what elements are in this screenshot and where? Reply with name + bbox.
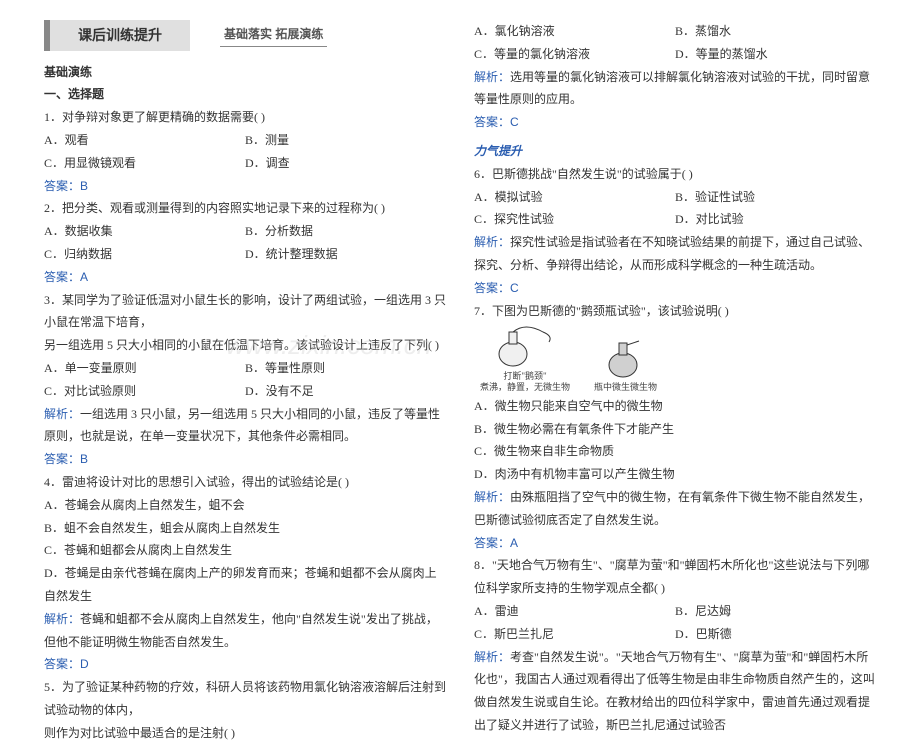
q6-b: B．验证性试验 bbox=[675, 186, 876, 209]
q8-a: A．雷迪 bbox=[474, 600, 675, 623]
q1-stem: 1．对争辩对象更了解更精确的数据需要( ) bbox=[44, 106, 446, 129]
q3-b: B．等量性原则 bbox=[245, 357, 446, 380]
flask1-mid: 打断"鹅颈" bbox=[480, 371, 570, 382]
q3-stem2-wrap: 另一组选用 5 只大小相同的小鼠在低温下培育。该试验设计上违反了下列( ) ww… bbox=[44, 334, 446, 357]
q2-c: C．归纳数据 bbox=[44, 243, 245, 266]
q2-a: A．数据收集 bbox=[44, 220, 245, 243]
flask-left: 打断"鹅颈" 煮沸，静置，无微生物 bbox=[480, 326, 570, 392]
q7-a: A．微生物只能来自空气中的微生物 bbox=[474, 395, 876, 418]
q6-d: D．对比试验 bbox=[675, 208, 876, 231]
q6-c: C．探究性试验 bbox=[474, 208, 675, 231]
q5-stem2: 则作为对比试验中最适合的是注射( ) bbox=[44, 722, 446, 745]
q8-stem: 8．"天地合气万物有生"、"腐草为萤"和"蝉固朽木所化也"这些说法与下列哪位科学… bbox=[474, 554, 876, 600]
q8-c: C．斯巴兰扎尼 bbox=[474, 623, 675, 646]
q1-a: A．观看 bbox=[44, 129, 245, 152]
q5-d: D．等量的蒸馏水 bbox=[675, 43, 876, 66]
flask1-bot: 煮沸，静置，无微生物 bbox=[480, 382, 570, 393]
page: 课后训练提升 基础落实 拓展演练 基础演练 一、选择题 1．对争辩对象更了解更精… bbox=[0, 0, 920, 651]
q2-options: A．数据收集 B．分析数据 C．归纳数据 D．统计整理数据 bbox=[44, 220, 446, 266]
q6-analysis: 解析：探究性试验是指试验者在不知晓试验结果的前提下，通过自己试验、探究、分析、争… bbox=[474, 231, 876, 277]
q3-stem1: 3．某同学为了验证低温对小鼠生长的影响，设计了两组试验，一组选用 3 只小鼠在常… bbox=[44, 289, 446, 335]
q4-analysis: 解析：苍蝇和蛆都不会从腐肉上自然发生，他向"自然发生说"发出了挑战，但他不能证明… bbox=[44, 608, 446, 654]
q1-b: B．测量 bbox=[245, 129, 446, 152]
q7-c: C．微生物来自非生命物质 bbox=[474, 440, 876, 463]
q2-stem: 2．把分类、观看或测量得到的内容照实地记录下来的过程称为( ) bbox=[44, 197, 446, 220]
banner-row: 课后训练提升 基础落实 拓展演练 bbox=[44, 20, 446, 51]
q5-b: B．蒸馏水 bbox=[675, 20, 876, 43]
q6-stem: 6．巴斯德挑战"自然发生说"的试验属于( ) bbox=[474, 163, 876, 186]
q4-a: A．苍蝇会从腐肉上自然发生，蛆不会 bbox=[44, 494, 446, 517]
right-column: A．氯化钠溶液 B．蒸馏水 C．等量的氯化钠溶液 D．等量的蒸馏水 解析：选用等… bbox=[460, 20, 890, 631]
q1-options: A．观看 B．测量 C．用显微镜观看 D．调查 bbox=[44, 129, 446, 175]
q4-b: B．蛆不会自然发生，蛆会从腐肉上自然发生 bbox=[44, 517, 446, 540]
q7-d: D．肉汤中有机物丰富可以产生微生物 bbox=[474, 463, 876, 486]
flask-icon bbox=[495, 326, 555, 368]
q5-c: C．等量的氯化钠溶液 bbox=[474, 43, 675, 66]
q2-b: B．分析数据 bbox=[245, 220, 446, 243]
q2-d: D．统计整理数据 bbox=[245, 243, 446, 266]
q8-b: B．尼达姆 bbox=[675, 600, 876, 623]
section-lift: 力气提升 bbox=[474, 140, 876, 163]
q3-ans: 答案：B bbox=[44, 448, 446, 471]
q5-ans: 答案：C bbox=[474, 111, 876, 134]
q3-a: A．单一变量原则 bbox=[44, 357, 245, 380]
banner-subtitle: 基础落实 拓展演练 bbox=[220, 23, 327, 47]
q2-ans: 答案：A bbox=[44, 266, 446, 289]
q4-c: C．苍蝇和蛆都会从腐肉上自然发生 bbox=[44, 539, 446, 562]
flask-icon bbox=[603, 337, 649, 379]
q5-a: A．氯化钠溶液 bbox=[474, 20, 675, 43]
q6-a: A．模拟试验 bbox=[474, 186, 675, 209]
section-jichu: 基础演练 bbox=[44, 61, 446, 84]
q6-ans: 答案：C bbox=[474, 277, 876, 300]
q1-c: C．用显微镜观看 bbox=[44, 152, 245, 175]
q8-d: D．巴斯德 bbox=[675, 623, 876, 646]
flask2-bot: 瓶中微生微生物 bbox=[594, 382, 657, 393]
q4-d: D．苍蝇是由亲代苍蝇在腐肉上产的卵发育而来；苍蝇和蛆都不会从腐肉上自然发生 bbox=[44, 562, 446, 608]
q7-b: B．微生物必需在有氧条件下才能产生 bbox=[474, 418, 876, 441]
flask-right: 瓶中微生微生物 bbox=[594, 337, 657, 393]
q3-analysis: 解析：一组选用 3 只小鼠，另一组选用 5 只大小相同的小鼠，违反了等量性原则，… bbox=[44, 403, 446, 449]
q5-options: A．氯化钠溶液 B．蒸馏水 C．等量的氯化钠溶液 D．等量的蒸馏水 bbox=[474, 20, 876, 66]
q8-options: A．雷迪 B．尼达姆 C．斯巴兰扎尼 D．巴斯德 bbox=[474, 600, 876, 646]
q3-stem2: 另一组选用 5 只大小相同的小鼠在低温下培育。该试验设计上违反了下列( ) bbox=[44, 338, 439, 352]
q1-ans: 答案：B bbox=[44, 175, 446, 198]
q6-options: A．模拟试验 B．验证性试验 C．探究性试验 D．对比试验 bbox=[474, 186, 876, 232]
q8-analysis: 解析：考查"自然发生说"。"天地合气万物有生"、"腐草为萤"和"蝉固朽木所化也"… bbox=[474, 646, 876, 737]
left-column: 课后训练提升 基础落实 拓展演练 基础演练 一、选择题 1．对争辩对象更了解更精… bbox=[30, 20, 460, 631]
q4-ans: 答案：D bbox=[44, 653, 446, 676]
q7-ans: 答案：A bbox=[474, 532, 876, 555]
part-select: 一、选择题 bbox=[44, 83, 446, 106]
q3-c: C．对比试验原则 bbox=[44, 380, 245, 403]
q7-stem: 7．下图为巴斯德的"鹅颈瓶试验"，该试验说明( ) bbox=[474, 300, 876, 323]
banner-title: 课后训练提升 bbox=[44, 20, 190, 51]
flask-diagram: 打断"鹅颈" 煮沸，静置，无微生物 瓶中微生微生物 bbox=[480, 326, 876, 392]
q5-analysis: 解析：选用等量的氯化钠溶液可以排解氯化钠溶液对试验的干扰，同时留意等量性原则的应… bbox=[474, 66, 876, 112]
q1-d: D．调查 bbox=[245, 152, 446, 175]
q7-analysis: 解析：由殊瓶阻挡了空气中的微生物，在有氧条件下微生物不能自然发生，巴斯德试验彻底… bbox=[474, 486, 876, 532]
q5-stem1: 5．为了验证某种药物的疗效，科研人员将该药物用氯化钠溶液溶解后注射到试验动物的体… bbox=[44, 676, 446, 722]
q3-options: A．单一变量原则 B．等量性原则 C．对比试验原则 D．没有不足 bbox=[44, 357, 446, 403]
q3-d: D．没有不足 bbox=[245, 380, 446, 403]
q4-stem: 4．雷迪将设计对比的思想引入试验，得出的试验结论是( ) bbox=[44, 471, 446, 494]
